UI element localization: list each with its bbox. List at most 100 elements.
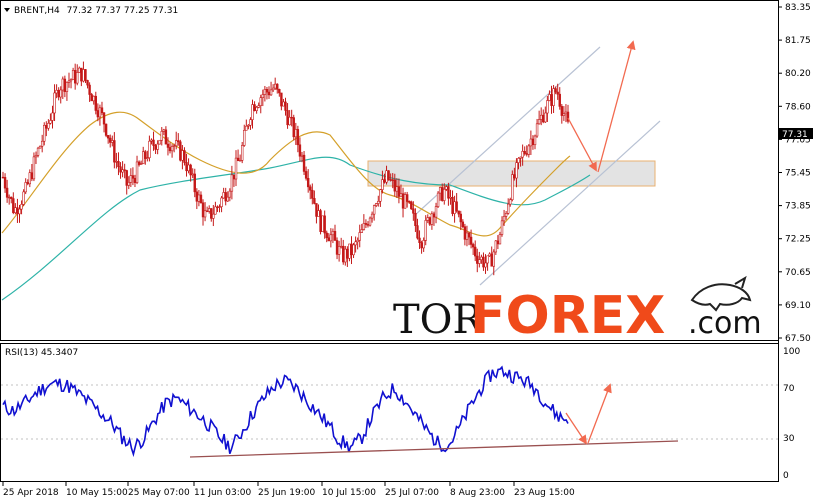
candle <box>78 66 81 73</box>
candle <box>507 198 510 215</box>
candle <box>26 179 29 186</box>
candle <box>92 95 95 105</box>
candle <box>344 245 347 266</box>
price-tick-label: 77.05 <box>785 135 811 145</box>
candle <box>449 189 452 205</box>
candle <box>84 69 87 84</box>
candle <box>216 205 219 212</box>
torforex-logo: TOR FOREX .com <box>393 275 762 346</box>
time-tick-label: 23 Aug 15:00 <box>514 488 575 498</box>
candle <box>51 105 54 129</box>
candle <box>416 218 419 240</box>
candle <box>461 219 465 229</box>
candle <box>377 195 380 207</box>
candle <box>484 254 487 274</box>
price-tick-label: 69.10 <box>785 301 811 311</box>
candle <box>269 81 273 96</box>
candle <box>18 204 21 223</box>
candle <box>220 195 223 213</box>
candle <box>61 76 64 99</box>
candle <box>436 191 440 208</box>
candle <box>476 248 479 273</box>
candle <box>302 150 306 176</box>
candle <box>121 161 124 178</box>
candle <box>257 102 260 109</box>
candle <box>304 166 308 181</box>
candle <box>195 188 199 210</box>
candle <box>253 101 256 112</box>
candle <box>455 193 458 213</box>
candle <box>488 252 491 257</box>
rsi-trendline[interactable] <box>189 440 679 458</box>
candle <box>504 211 508 220</box>
candle <box>414 208 417 233</box>
candle <box>327 233 331 242</box>
symbol-label: BRENT,H4 <box>14 6 60 16</box>
candle <box>189 163 192 182</box>
rsi-axis: 100 70 30 0 <box>783 347 800 481</box>
candle <box>191 168 194 179</box>
candle <box>197 190 201 207</box>
candle <box>3 173 7 193</box>
candle <box>243 124 246 147</box>
candle <box>364 219 368 229</box>
candle <box>228 188 232 202</box>
candle <box>218 204 221 213</box>
candle <box>76 64 79 86</box>
candle <box>90 92 93 102</box>
candle <box>360 223 363 233</box>
candle <box>34 151 38 165</box>
candle <box>381 170 384 194</box>
candle <box>82 61 85 83</box>
candle <box>542 109 545 124</box>
candle <box>529 130 533 155</box>
candle <box>10 196 13 204</box>
candle <box>203 202 207 222</box>
candle <box>245 119 248 131</box>
candle <box>463 223 467 246</box>
candle <box>247 124 250 130</box>
candle <box>109 134 112 148</box>
candle <box>375 202 378 208</box>
candle <box>469 229 473 249</box>
candle <box>162 128 166 136</box>
candle <box>278 88 281 97</box>
rsi-arrow-down <box>565 412 588 445</box>
candle <box>290 109 293 127</box>
candle <box>208 205 211 214</box>
candle <box>45 121 48 137</box>
candle <box>38 145 42 149</box>
candle <box>502 209 506 226</box>
candle <box>428 216 432 226</box>
symbol-dropdown-icon[interactable] <box>4 8 10 12</box>
moving-average-fast <box>1 111 571 237</box>
candle <box>259 94 262 114</box>
candle <box>28 169 32 188</box>
candle <box>59 86 62 104</box>
candle <box>201 199 205 226</box>
candle <box>47 119 50 131</box>
candle <box>267 86 271 99</box>
candle <box>366 221 370 228</box>
candle <box>175 131 178 150</box>
channel-lower[interactable] <box>479 120 661 286</box>
candle <box>546 95 549 122</box>
price-tick-label: 75.45 <box>785 169 811 179</box>
candle <box>240 141 244 164</box>
candle <box>356 237 359 250</box>
candle <box>350 236 353 265</box>
candle <box>43 122 46 146</box>
candle <box>127 176 130 190</box>
candle <box>523 146 526 156</box>
candle <box>236 149 240 162</box>
candle <box>286 103 289 129</box>
candle <box>544 106 547 124</box>
candle <box>150 138 153 145</box>
bull-icon <box>690 275 752 312</box>
candle <box>230 165 234 200</box>
current-price-tag <box>779 128 813 139</box>
candle <box>187 158 190 174</box>
candle <box>492 249 495 276</box>
